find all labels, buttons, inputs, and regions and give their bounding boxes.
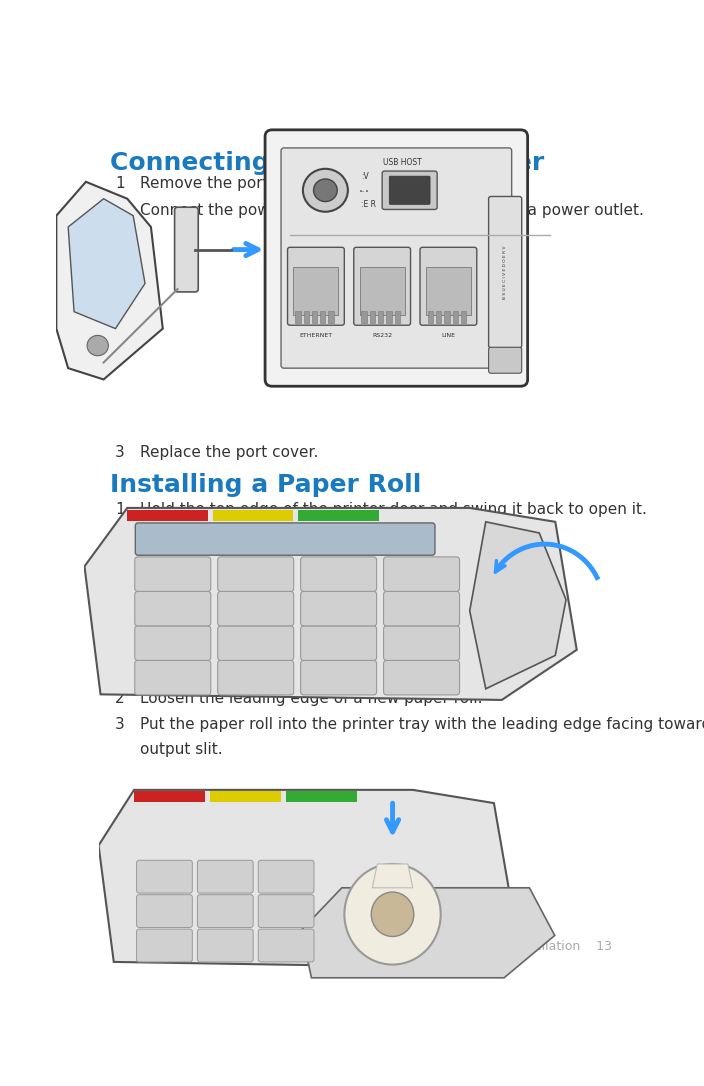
FancyBboxPatch shape — [258, 930, 314, 962]
Text: Installing a Paper Roll: Installing a Paper Roll — [110, 473, 421, 497]
Bar — [453, 311, 458, 323]
FancyBboxPatch shape — [294, 266, 339, 315]
FancyBboxPatch shape — [301, 592, 377, 626]
Bar — [134, 792, 205, 803]
Bar — [298, 509, 379, 520]
FancyBboxPatch shape — [384, 660, 460, 695]
FancyBboxPatch shape — [258, 860, 314, 893]
Bar — [210, 792, 281, 803]
FancyBboxPatch shape — [489, 197, 522, 348]
FancyBboxPatch shape — [218, 660, 294, 695]
Bar — [295, 311, 301, 323]
Circle shape — [371, 892, 414, 936]
Bar — [361, 311, 367, 323]
Polygon shape — [470, 521, 566, 689]
Text: 2: 2 — [115, 691, 125, 706]
Text: 2: 2 — [115, 203, 125, 218]
Text: $\circ$-$\circ$: $\circ$-$\circ$ — [358, 187, 369, 193]
Bar — [370, 311, 375, 323]
Bar — [328, 311, 334, 323]
Text: Remove the port cover.: Remove the port cover. — [140, 176, 320, 191]
Text: 1: 1 — [115, 503, 125, 517]
FancyBboxPatch shape — [489, 348, 522, 374]
FancyBboxPatch shape — [137, 860, 192, 893]
Bar — [378, 311, 384, 323]
FancyBboxPatch shape — [265, 130, 527, 387]
FancyBboxPatch shape — [301, 660, 377, 695]
Polygon shape — [99, 790, 514, 968]
Text: Connecting the Power Adapter: Connecting the Power Adapter — [110, 151, 544, 175]
FancyBboxPatch shape — [218, 626, 294, 660]
FancyBboxPatch shape — [389, 176, 430, 204]
Bar — [320, 311, 325, 323]
Text: 1: 1 — [115, 176, 125, 191]
Bar — [312, 311, 317, 323]
Bar — [127, 509, 208, 520]
Bar — [386, 311, 391, 323]
FancyBboxPatch shape — [197, 930, 253, 962]
FancyBboxPatch shape — [258, 895, 314, 927]
FancyBboxPatch shape — [134, 626, 210, 660]
Text: 3: 3 — [115, 445, 125, 459]
FancyBboxPatch shape — [134, 660, 210, 695]
Text: Loosen the leading edge of a new paper roll.: Loosen the leading edge of a new paper r… — [140, 691, 482, 706]
FancyBboxPatch shape — [197, 895, 253, 927]
Text: B S U E C I V E D O E R V: B S U E C I V E D O E R V — [503, 245, 507, 299]
Text: :V: :V — [361, 172, 369, 180]
Text: :E R: :E R — [361, 200, 376, 209]
FancyBboxPatch shape — [287, 248, 344, 325]
Text: Close the printer door.: Close the printer door. — [140, 904, 312, 919]
Text: RS232: RS232 — [372, 333, 392, 338]
FancyArrowPatch shape — [234, 243, 258, 255]
Polygon shape — [301, 888, 555, 977]
Text: Put the paper roll into the printer tray with the leading edge facing toward the: Put the paper roll into the printer tray… — [140, 718, 704, 732]
FancyBboxPatch shape — [360, 266, 405, 315]
FancyBboxPatch shape — [384, 626, 460, 660]
FancyBboxPatch shape — [301, 626, 377, 660]
FancyBboxPatch shape — [301, 557, 377, 592]
Text: Replace the port cover.: Replace the port cover. — [140, 445, 318, 459]
FancyBboxPatch shape — [384, 592, 460, 626]
FancyBboxPatch shape — [175, 207, 199, 292]
FancyBboxPatch shape — [137, 930, 192, 962]
Bar — [286, 792, 357, 803]
FancyBboxPatch shape — [218, 557, 294, 592]
Polygon shape — [372, 864, 413, 888]
FancyBboxPatch shape — [354, 248, 410, 325]
FancyBboxPatch shape — [426, 266, 471, 315]
FancyBboxPatch shape — [135, 523, 435, 555]
FancyBboxPatch shape — [137, 895, 192, 927]
FancyBboxPatch shape — [420, 248, 477, 325]
Circle shape — [303, 168, 348, 212]
Circle shape — [87, 336, 108, 356]
Polygon shape — [84, 508, 577, 700]
FancyBboxPatch shape — [197, 860, 253, 893]
Text: Hold the top edge of the printer door and swing it back to open it.: Hold the top edge of the printer door an… — [140, 503, 647, 517]
Text: Connect the power adapter to the power jack and a power outlet.: Connect the power adapter to the power j… — [140, 203, 643, 218]
FancyBboxPatch shape — [384, 557, 460, 592]
Text: USB HOST: USB HOST — [383, 157, 422, 166]
Text: output slit.: output slit. — [140, 743, 222, 757]
FancyBboxPatch shape — [218, 592, 294, 626]
Text: 3: 3 — [115, 718, 125, 732]
Polygon shape — [56, 181, 163, 379]
Text: Installation    13: Installation 13 — [511, 940, 612, 954]
FancyBboxPatch shape — [134, 557, 210, 592]
Text: ETHERNET: ETHERNET — [299, 333, 332, 338]
Text: 4: 4 — [115, 904, 125, 919]
Text: LINE: LINE — [441, 333, 455, 338]
Bar — [303, 311, 309, 323]
Circle shape — [313, 179, 337, 202]
Bar — [461, 311, 466, 323]
Bar — [444, 311, 450, 323]
FancyBboxPatch shape — [382, 172, 437, 210]
Bar — [394, 311, 400, 323]
Bar — [213, 509, 293, 520]
Bar — [428, 311, 433, 323]
Polygon shape — [68, 199, 145, 329]
FancyBboxPatch shape — [281, 148, 512, 368]
Bar — [436, 311, 441, 323]
FancyBboxPatch shape — [134, 592, 210, 626]
Circle shape — [344, 864, 441, 964]
